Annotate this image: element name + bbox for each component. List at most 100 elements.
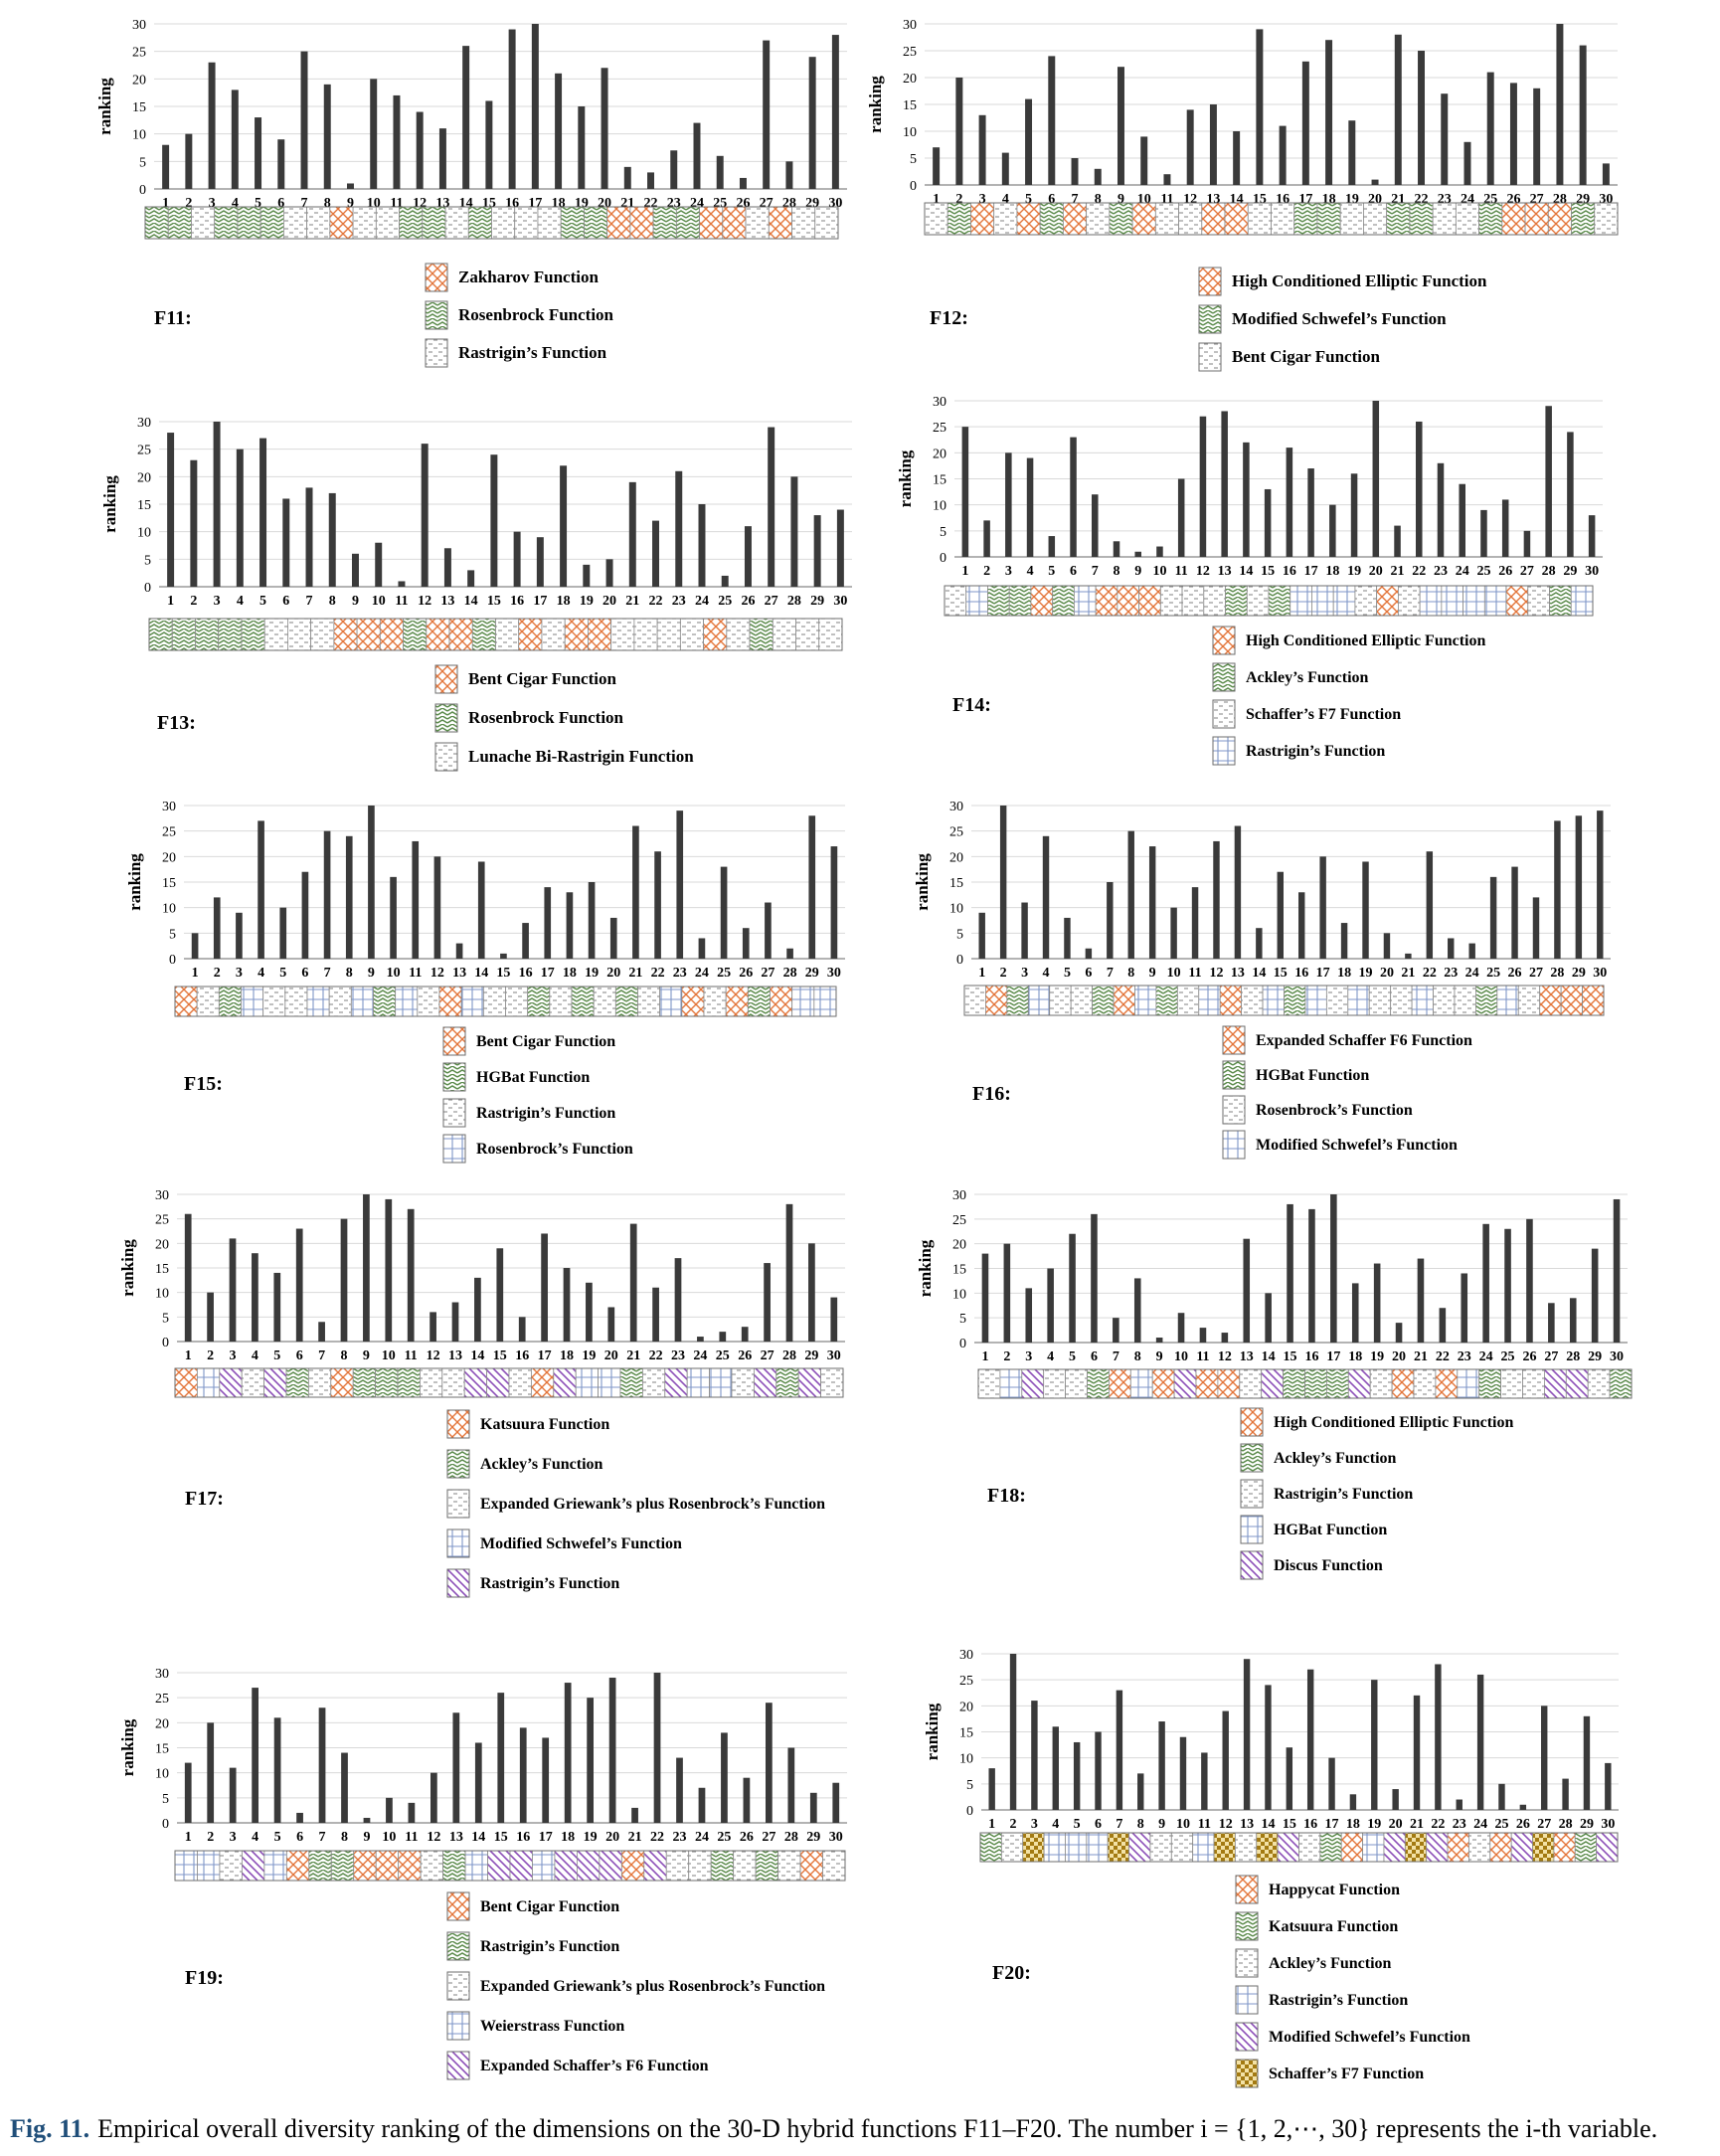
f13-xtick-label: 10 (372, 594, 386, 609)
f13-xtick-label: 15 (487, 594, 501, 609)
f19-xtick-label: 14 (471, 1830, 485, 1845)
f14-band-cell-blue (1290, 585, 1312, 617)
f15-xtick-label: 30 (827, 966, 841, 981)
f19-xtick-label: 15 (494, 1830, 508, 1845)
f13-bar-8 (328, 492, 336, 587)
f17-band-cell-green (285, 1367, 309, 1398)
f12-bar-21 (1394, 34, 1402, 185)
f18-bar-11 (1199, 1328, 1207, 1343)
f14-ytick-label: 0 (940, 551, 946, 566)
f14-ytick-label: 5 (940, 525, 946, 540)
f13-legend-swatch-green (434, 703, 458, 733)
f20-xtick-label: 12 (1219, 1817, 1233, 1832)
f20-bar-29 (1583, 1715, 1591, 1810)
f11-xtick-label: 9 (347, 196, 354, 211)
f17-legend-swatch-blue (446, 1528, 470, 1558)
f17-band-cell-gray (508, 1367, 532, 1398)
f19-band-cell-green (308, 1850, 332, 1882)
f14-xtick-label: 17 (1304, 564, 1318, 579)
f12-band-cell-orange (1224, 202, 1249, 236)
f18-legend-swatch-orange (1240, 1407, 1264, 1437)
f11-xtick-label: 8 (324, 196, 331, 211)
f14-bar-27 (1523, 530, 1531, 557)
f20-ytick-label: 20 (959, 1700, 973, 1714)
f13-band-cell-orange (448, 618, 473, 651)
f16-xtick-label: 8 (1127, 966, 1134, 981)
f20-xtick-label: 21 (1410, 1817, 1424, 1832)
f17-xtick-label: 3 (230, 1348, 237, 1363)
f11-bar-8 (323, 84, 331, 189)
f13-bar-26 (744, 526, 752, 587)
f13-band-cell-gray (495, 618, 520, 651)
f19-band-cell-purple (241, 1850, 265, 1882)
f15-xtick-label: 14 (474, 966, 488, 981)
f15-bar-29 (808, 815, 816, 959)
f17-legend-label: Expanded Griewank’s plus Rosenbrock’s Fu… (480, 1496, 825, 1513)
f18-xtick-label: 7 (1113, 1349, 1119, 1364)
f16-bar-1 (978, 912, 985, 959)
f18-xtick-label: 13 (1240, 1349, 1254, 1364)
f17-band-cell-blue (709, 1367, 733, 1398)
f14-band-cell-gray (1354, 585, 1378, 617)
f19-legend-label: Expanded Schaffer’s F6 Function (480, 2058, 709, 2074)
f20-bar-22 (1435, 1664, 1442, 1810)
f14-bar-11 (1177, 478, 1185, 557)
f18-bar-8 (1133, 1278, 1141, 1343)
f18-xtick-label: 25 (1501, 1349, 1515, 1364)
f15-bar-7 (323, 830, 331, 959)
f15-band-cell-orange (438, 986, 462, 1017)
f20-legend-swatch-purple (1235, 2022, 1259, 2052)
f16-xtick-label: 5 (1064, 966, 1071, 981)
f16-xtick-label: 30 (1593, 966, 1607, 981)
f11-bar-1 (162, 144, 170, 189)
f15-band-cell-green (527, 986, 551, 1017)
f16-band-cell-gray (1049, 985, 1072, 1016)
f14-band-cell-green (1052, 585, 1075, 617)
f15-ytick-label: 0 (169, 953, 176, 968)
f13-band-cell-gray (610, 618, 635, 651)
f16-xtick-label: 12 (1209, 966, 1223, 981)
f17-bar-8 (340, 1218, 348, 1342)
f12-ytick-label: 25 (903, 45, 917, 60)
f14-legend-swatch-green (1212, 662, 1236, 692)
f15-band-cell-gray (505, 986, 529, 1017)
f13-band-cell-green (195, 618, 220, 651)
f11-band-cell-gray (352, 206, 377, 240)
f16-bar-20 (1383, 933, 1391, 959)
f16-bar-27 (1532, 897, 1540, 959)
f14-bar-20 (1372, 401, 1380, 557)
f11-bar-12 (416, 111, 424, 189)
f14-bar-9 (1134, 551, 1141, 557)
f20-bar-17 (1328, 1757, 1335, 1810)
f12-bar-12 (1186, 109, 1194, 185)
f17-bar-14 (474, 1277, 481, 1342)
f15-bar-13 (455, 943, 463, 959)
f17-band-cell-blue (196, 1367, 221, 1398)
f13-title: F13: (157, 712, 196, 734)
f14-band-cell-blue (1074, 585, 1097, 617)
f12-bar-30 (1602, 163, 1610, 185)
f15-xtick-label: 15 (496, 966, 510, 981)
f20-xtick-label: 20 (1389, 1817, 1403, 1832)
f14-band-cell-gray (1398, 585, 1421, 617)
f19-xtick-label: 2 (207, 1830, 214, 1845)
f17-xtick-label: 24 (693, 1348, 707, 1363)
f13-xtick-label: 24 (695, 594, 709, 609)
f16-bar-15 (1277, 871, 1284, 959)
f17-xtick-label: 19 (582, 1348, 596, 1363)
f13-bar-10 (375, 542, 383, 587)
f12-band-cell-green (1293, 202, 1318, 236)
f11-bar-20 (601, 68, 608, 189)
f13-bar-3 (213, 422, 221, 587)
f20-bar-4 (1052, 1726, 1059, 1810)
f17-legend-swatch-gray (446, 1489, 470, 1519)
f19-bar-1 (184, 1762, 192, 1823)
f19-bar-6 (296, 1812, 303, 1823)
f14-band-cell-orange (1030, 585, 1054, 617)
f15-xtick-label: 20 (606, 966, 620, 981)
f14-band-cell-blue (1311, 585, 1334, 617)
f19-bar-15 (497, 1693, 505, 1823)
f20-band-cell-blue (1362, 1832, 1385, 1863)
f14-bar-15 (1264, 488, 1272, 557)
